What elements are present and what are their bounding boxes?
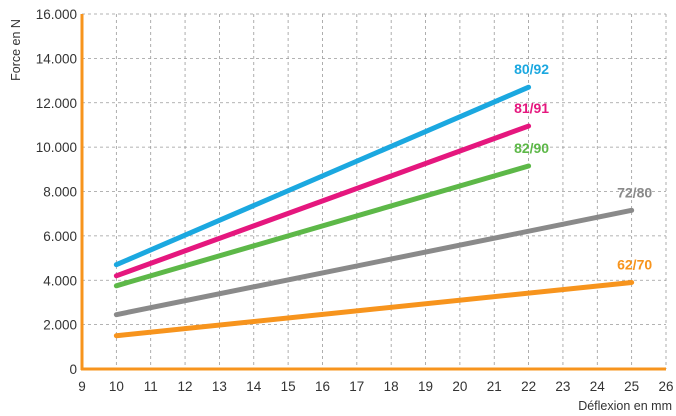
x-tick-label: 17	[349, 379, 364, 394]
series-line-81-91	[113, 123, 532, 279]
grid	[82, 13, 667, 369]
series-line-82-90	[113, 163, 532, 289]
series-label: 81/91	[514, 100, 549, 116]
y-axis-label: Force en N	[9, 19, 23, 81]
x-tick-label: 13	[212, 379, 227, 394]
x-tick-label: 15	[281, 379, 296, 394]
x-tick-label: 18	[384, 379, 399, 394]
series-label: 62/70	[617, 256, 652, 272]
axes	[80, 14, 666, 371]
x-tick-label: 11	[144, 379, 158, 394]
series-line-62-70	[113, 279, 635, 339]
y-tick-labels: 0 2.000 4.000 6.000 8.000 10.000 12.000 14.000 1…	[36, 7, 77, 377]
x-tick-label: 22	[521, 379, 536, 394]
y-tick-label: 4.000	[43, 273, 77, 288]
x-tick-label: 14	[246, 379, 262, 394]
x-tick-label: 16	[315, 379, 330, 394]
series-line-80-92	[113, 84, 532, 268]
x-tick-label: 19	[418, 379, 433, 394]
series-line-72-80	[113, 207, 635, 318]
y-tick-label: 12.000	[36, 96, 77, 111]
x-tick-label: 26	[658, 379, 673, 394]
x-tick-label: 9	[78, 379, 86, 394]
x-tick-label: 12	[178, 379, 193, 394]
y-tick-label: 8.000	[43, 185, 77, 200]
series-lines	[113, 84, 635, 339]
x-tick-labels: 9 10 11 12 13 14 15 16 17 18 19 20 21 22 23 24 25 26	[78, 379, 673, 394]
x-tick-label: 24	[590, 379, 606, 394]
x-tick-label: 10	[109, 379, 124, 394]
y-tick-label: 2.000	[43, 318, 77, 333]
y-tick-label: 10.000	[36, 140, 77, 155]
y-tick-label: 16.000	[36, 7, 77, 22]
series-labels: 80/92 81/91 82/90 72/80 62/70	[514, 61, 652, 272]
x-tick-label: 23	[555, 379, 570, 394]
series-label: 82/90	[514, 140, 549, 156]
series-label: 80/92	[514, 61, 549, 77]
y-tick-label: 6.000	[43, 229, 77, 244]
y-tick-label: 0	[69, 362, 77, 377]
x-axis-label: Déflexion en mm	[578, 399, 672, 413]
x-tick-label: 20	[452, 379, 467, 394]
x-tick-label: 25	[624, 379, 639, 394]
series-label: 72/80	[617, 184, 652, 200]
x-tick-label: 21	[487, 379, 502, 394]
y-tick-label: 14.000	[36, 51, 77, 66]
